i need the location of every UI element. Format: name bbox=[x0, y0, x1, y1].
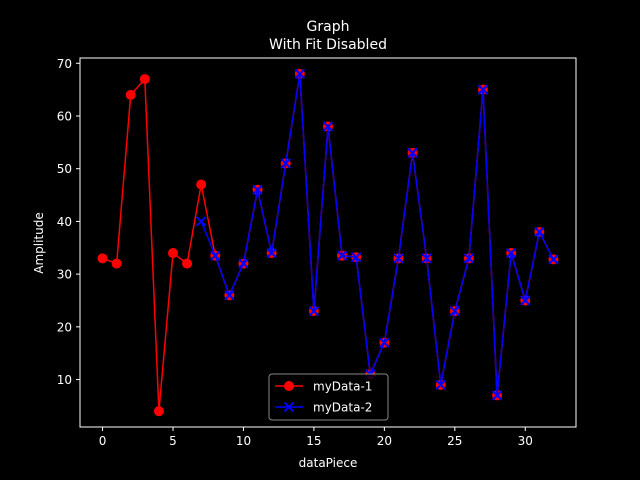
x-tick-label: 15 bbox=[306, 434, 321, 448]
legend-label-mydata-1: myData-1 bbox=[313, 380, 372, 394]
legend: myData-1 myData-2 bbox=[268, 373, 389, 421]
x-tick-label: 30 bbox=[518, 434, 533, 448]
x-tick-label: 5 bbox=[169, 434, 177, 448]
data-point-mydata-2 bbox=[266, 247, 277, 259]
data-point-mydata-2 bbox=[210, 250, 221, 261]
data-point-mydata-2 bbox=[322, 121, 334, 132]
chart-subtitle: With Fit Disabled bbox=[269, 37, 387, 53]
data-point-mydata-1 bbox=[139, 74, 150, 85]
data-point-mydata-2 bbox=[393, 253, 404, 264]
data-point-mydata-2 bbox=[435, 379, 446, 391]
data-point-mydata-2 bbox=[238, 258, 249, 269]
legend-label-mydata-2: myData-2 bbox=[313, 401, 372, 415]
y-tick-label: 50 bbox=[57, 162, 72, 176]
data-point-mydata-1 bbox=[196, 179, 207, 190]
data-point-mydata-1 bbox=[125, 89, 136, 100]
x-tick-label: 20 bbox=[377, 434, 392, 448]
data-point-mydata-2 bbox=[350, 252, 362, 263]
data-point-mydata-1 bbox=[168, 248, 178, 259]
axis-ticks: 0 5 10 15 20 25 30 10 20 30 40 50 60 70 bbox=[57, 57, 533, 448]
plot-series bbox=[97, 68, 559, 417]
x-axis-label: dataPiece bbox=[299, 456, 358, 470]
data-point-mydata-2 bbox=[336, 250, 348, 261]
legend-marker-mydata-2 bbox=[283, 401, 295, 413]
data-point-mydata-1 bbox=[182, 258, 193, 269]
data-point-mydata-1 bbox=[97, 253, 108, 264]
data-point-mydata-2 bbox=[477, 84, 489, 95]
data-point-mydata-2 bbox=[505, 247, 517, 259]
series-line-mydata-2 bbox=[200, 73, 555, 397]
data-point-mydata-2 bbox=[195, 216, 207, 227]
data-point-mydata-2 bbox=[224, 290, 235, 301]
data-point-mydata-2 bbox=[520, 295, 531, 306]
data-point-mydata-2 bbox=[463, 253, 475, 264]
y-tick-label: 20 bbox=[57, 320, 72, 334]
data-point-mydata-2 bbox=[252, 184, 263, 195]
y-tick-label: 40 bbox=[57, 215, 72, 229]
data-point-mydata-2 bbox=[407, 147, 418, 159]
legend-marker-mydata-1 bbox=[284, 381, 294, 391]
x-tick-label: 25 bbox=[447, 434, 462, 448]
y-tick-label: 30 bbox=[57, 268, 72, 282]
y-axis-label: Amplitude bbox=[32, 212, 46, 274]
y-tick-label: 70 bbox=[57, 57, 72, 71]
chart-title: Graph bbox=[307, 19, 350, 35]
data-point-mydata-2 bbox=[308, 305, 320, 317]
x-tick-label: 0 bbox=[99, 434, 107, 448]
data-point-mydata-2 bbox=[421, 253, 432, 264]
data-point-mydata-1 bbox=[111, 258, 122, 269]
x-tick-label: 10 bbox=[236, 434, 251, 448]
data-point-mydata-2 bbox=[534, 226, 545, 238]
plot-frame bbox=[79, 57, 577, 428]
data-point-mydata-1 bbox=[153, 406, 164, 417]
data-point-mydata-2 bbox=[280, 158, 291, 169]
data-point-mydata-2 bbox=[449, 305, 461, 317]
data-point-mydata-2 bbox=[548, 254, 559, 265]
y-tick-label: 60 bbox=[57, 109, 72, 123]
data-point-mydata-2 bbox=[491, 390, 503, 401]
y-tick-label: 10 bbox=[57, 373, 72, 387]
data-point-mydata-2 bbox=[294, 68, 306, 80]
data-point-mydata-2 bbox=[379, 337, 390, 348]
